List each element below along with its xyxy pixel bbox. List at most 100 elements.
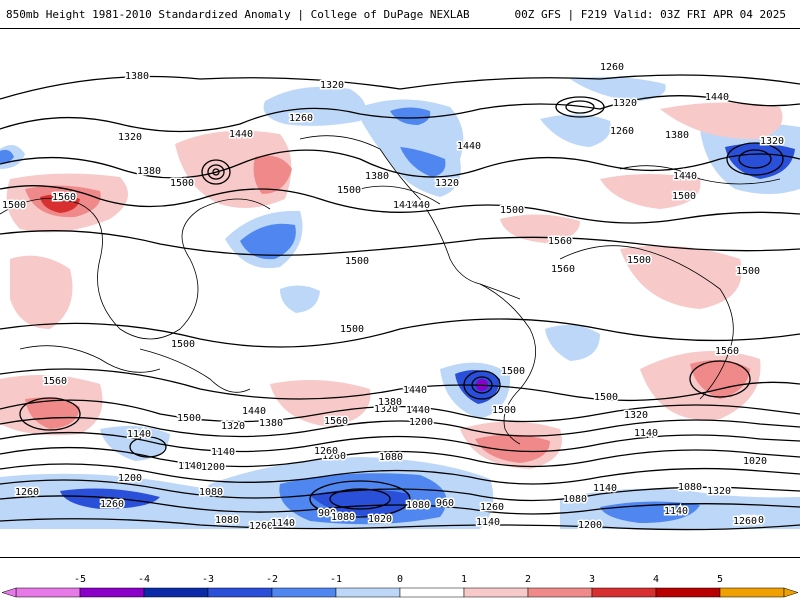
contour-label: 1560 — [715, 346, 739, 357]
contour-line — [0, 399, 800, 423]
colorbar-tick-label: -1 — [329, 574, 343, 585]
anomaly-area — [545, 325, 600, 361]
contour-line — [463, 370, 501, 400]
contour-line — [212, 168, 220, 176]
contour-label: 1140 — [476, 517, 500, 528]
contour-label: 1500 — [340, 324, 364, 335]
contour-label: 1320 — [760, 136, 784, 147]
contour-label: 1320 — [374, 404, 398, 415]
coastline — [619, 165, 781, 185]
contour-label: 1080 — [406, 500, 430, 511]
anomaly-area — [100, 425, 170, 461]
contour-label: 1020 — [368, 514, 392, 525]
colorbar-arrow-right — [783, 587, 799, 598]
contour-label: 1440 — [242, 406, 266, 417]
contour-label: 1320 — [624, 410, 648, 421]
contour-line — [0, 495, 800, 515]
contour-line — [0, 185, 800, 224]
contour-label: 1440 — [406, 405, 430, 416]
negative-anomaly-shading — [0, 76, 800, 529]
contour-label: 1260 — [289, 113, 313, 124]
contour-label: 1560 — [324, 416, 348, 427]
contour-label: 1440 — [403, 385, 427, 396]
contour-line — [207, 164, 225, 180]
contour-label: 1140 — [127, 429, 151, 440]
colorbar-tick-label: -4 — [137, 574, 151, 585]
contour-label: 1380 — [137, 166, 161, 177]
contour-label: 1080 — [379, 452, 403, 463]
contour-line — [0, 230, 800, 256]
contour-line — [471, 376, 493, 394]
anomaly-area — [0, 149, 14, 164]
anomaly-area — [620, 245, 742, 309]
contour-label: 1320 — [740, 515, 764, 526]
contour-label: 1560 — [551, 264, 575, 275]
colorbar-tick-labels: -5 -4 -3 -2 -1 0 1 2 3 4 5 — [0, 574, 800, 588]
contour-label: 1140 — [178, 461, 202, 472]
colorbar-segment — [207, 587, 273, 598]
contour-label: 1380 — [665, 130, 689, 141]
contour-label: 1140 — [664, 506, 688, 517]
contour-line — [309, 480, 411, 518]
contour-label: 1260 — [314, 446, 338, 457]
contour-label: 1440 — [673, 171, 697, 182]
model-valid-time: 00Z GFS | F219 Valid: 03Z FRI APR 04 202… — [514, 8, 786, 21]
colorbar-segment — [655, 587, 721, 598]
contour-label: 1140 — [211, 447, 235, 458]
contour-label: 1500 — [492, 405, 516, 416]
contour-label: 1320 — [118, 132, 142, 143]
contour-label: 1500 — [627, 255, 651, 266]
contour-label: 1560 — [52, 192, 76, 203]
contour-line — [0, 463, 800, 485]
contour-line — [0, 368, 800, 402]
contour-label: 1260 — [733, 516, 757, 527]
colorbar-segment — [335, 587, 401, 598]
colorbar-segment — [591, 587, 657, 598]
coastlines — [0, 135, 781, 445]
contour-line — [0, 431, 800, 453]
contour-label: 1260 — [322, 451, 346, 462]
anomaly-area — [280, 285, 320, 313]
colorbar-segment — [79, 587, 145, 598]
contour-line — [726, 142, 784, 176]
anomaly-area — [690, 360, 750, 399]
contour-label: 1260 — [600, 62, 624, 73]
contour-label: 1080 — [563, 494, 587, 505]
contour-label: 1260 — [480, 502, 504, 513]
contour-label: 1080 — [678, 482, 702, 493]
colorbar-tick-label: -3 — [201, 574, 215, 585]
contour-label: 900 — [318, 508, 336, 519]
anomaly-area — [60, 488, 160, 509]
contour-label: 1260 — [15, 487, 39, 498]
contour-line — [19, 397, 81, 431]
anomaly-area — [25, 397, 80, 429]
coastline — [479, 283, 536, 445]
contour-label: 1500 — [345, 256, 369, 267]
contour-line — [329, 488, 391, 510]
contour-label: 1200 — [578, 520, 602, 531]
anomaly-area — [270, 380, 371, 427]
contour-label: 1140 — [593, 483, 617, 494]
contour-label: 1320 — [613, 98, 637, 109]
contour-line — [555, 96, 605, 118]
colorbar-tick-label: 5 — [716, 574, 724, 585]
colorbar-segment — [527, 587, 593, 598]
contour-label: 1320 — [435, 178, 459, 189]
contour-line — [0, 74, 800, 100]
height-contours — [0, 74, 800, 531]
contour-line — [0, 149, 800, 179]
contour-label: 1440 — [457, 141, 481, 152]
contour-label: 1500 — [170, 178, 194, 189]
title-bar: 850mb Height 1981-2010 Standardized Anom… — [0, 0, 800, 28]
map-panel: 1380 1320 1260 1320 1260 1440 1380 1380 1260 1440… — [0, 28, 800, 558]
contour-label: 1440 — [406, 200, 430, 211]
contour-label: 1500 — [2, 200, 26, 211]
colorbar-segment — [719, 587, 785, 598]
anomaly-area — [310, 489, 411, 517]
colorbar-tick-label: -5 — [73, 574, 87, 585]
colorbar: -5 -4 -3 -2 -1 0 1 2 3 4 5 — [0, 562, 800, 600]
contour-label: 1320 — [221, 421, 245, 432]
colorbar-segment — [399, 587, 465, 598]
